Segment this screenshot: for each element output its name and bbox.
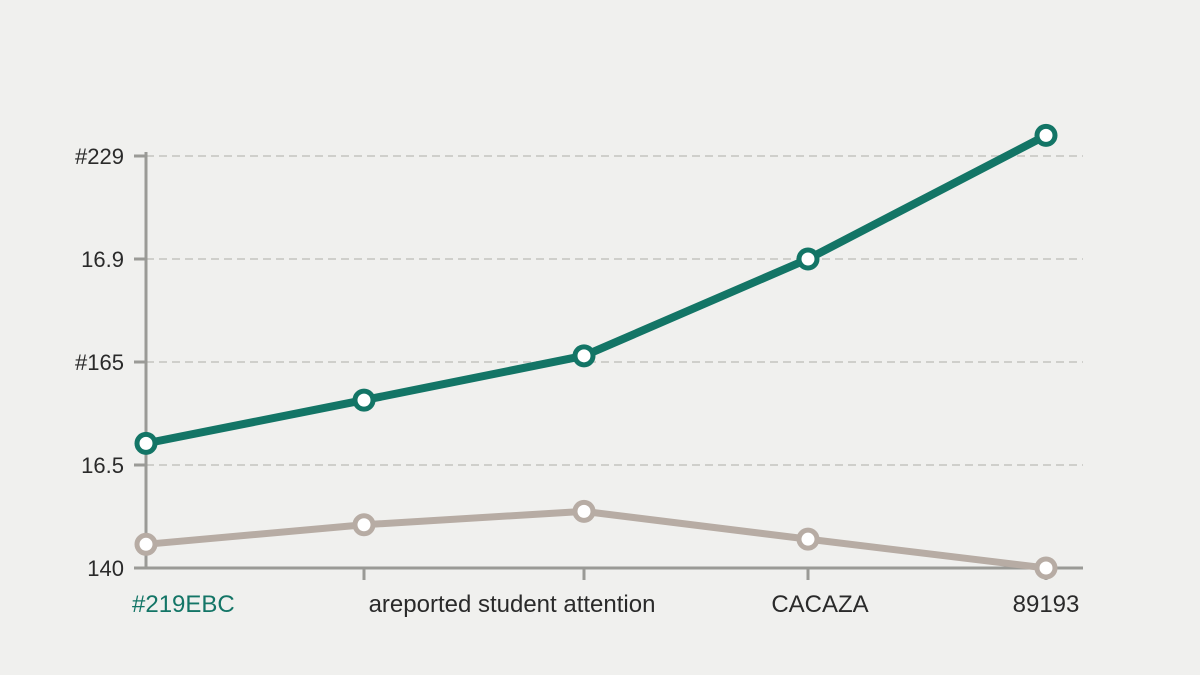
y-tick-labels: 140 16.5 #165 16.9 #229 [75, 144, 124, 581]
x-tick-label: #219EBC [132, 591, 235, 618]
y-tick-label: 16.5 [81, 453, 124, 478]
data-point [572, 499, 596, 523]
data-point [796, 527, 820, 551]
x-tick-label: CACAZA [771, 591, 868, 618]
y-tick-label: #165 [75, 350, 124, 375]
data-point [352, 388, 376, 412]
data-point [1034, 556, 1058, 580]
x-tick-label: 89193 [1013, 591, 1080, 618]
data-point [352, 513, 376, 537]
x-tick-labels: #219EBC areported student attention CACAZA… [132, 591, 1079, 618]
data-point [796, 247, 820, 271]
x-tick-label: areported student attention [369, 591, 656, 618]
series-lines [134, 123, 1058, 580]
data-point [134, 532, 158, 556]
axes [134, 152, 1083, 580]
data-point [572, 344, 596, 368]
y-tick-label: 16.9 [81, 247, 124, 272]
gridlines [146, 155, 1083, 466]
data-point [1034, 123, 1058, 147]
series-line [142, 131, 1050, 448]
series-line [142, 507, 1050, 572]
y-tick-label: #229 [75, 144, 124, 169]
y-tick-label: 140 [87, 556, 124, 581]
data-point [134, 431, 158, 455]
